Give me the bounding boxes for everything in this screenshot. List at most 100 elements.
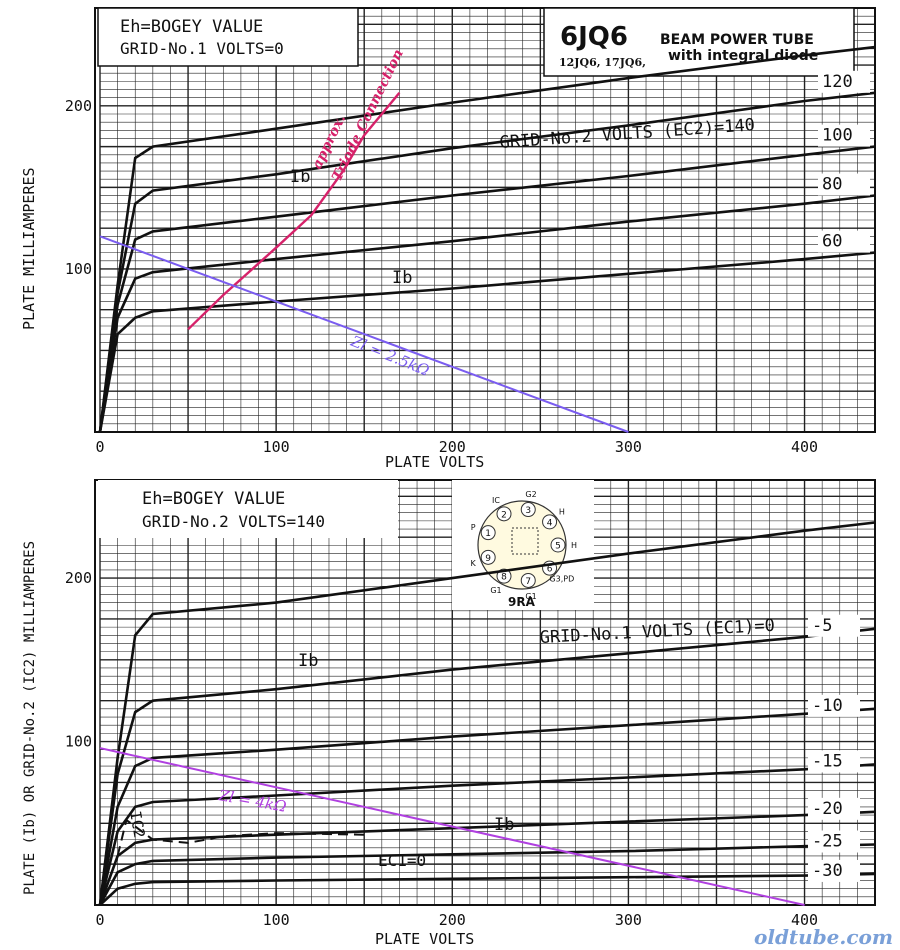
chart-2-header-line2: GRID-No.2 VOLTS=140 [142,512,325,531]
base-pin-name: G1 [490,586,501,595]
chart-2-curves [98,521,876,906]
base-pin-number: 9 [485,554,491,564]
curve-label-bg [808,750,860,773]
chart-2-ib-label-1: Ib [298,651,318,671]
base-pin [542,514,558,530]
curve-label--10: -10 [812,696,843,716]
tube-title-box [543,7,855,77]
chart-2-ylabel: PLATE (Ib) OR GRID-No.2 (IC2) MILLIAMPER… [22,541,38,895]
chart-1-ylabel: PLATE MILLIAMPERES [20,167,38,330]
base-pin [496,506,512,522]
base-pin-number: 2 [501,510,507,520]
curve-100 [98,145,876,433]
curve--20 [98,810,876,906]
x-tick-label: 200 [439,911,466,929]
base-pin-number: 5 [555,542,561,552]
chart-1-frame [94,7,876,433]
load-line-4k [99,747,805,906]
tube-variants: 12JQ6, 17JQ6, [559,56,646,69]
base-pin-name: G1 [525,592,536,601]
curve-0 [98,521,876,906]
x-tick-label: 300 [615,911,642,929]
curve-label-bg [808,614,860,637]
base-code: 9RA [508,595,536,609]
tube-desc-1: BEAM POWER TUBE [660,32,814,48]
curve-label--5: -5 [812,616,832,636]
chart-2-curve-labels: -5 -10 -15 -20 -25 -30 [808,614,860,882]
base-pin-name: IC [492,496,500,505]
curve-label--20: -20 [812,799,843,819]
x-tick-label: 200 [439,438,466,456]
tube-desc-2: with integral diode [668,48,818,64]
tube-electrode-symbol [511,527,539,555]
ic2-label: IC2 [126,810,148,840]
tube-name: 6JQ6 [560,22,628,52]
curve-label-bg [808,694,860,717]
curve-label-bg [818,124,870,147]
curve-120 [98,91,876,433]
curve-label-60: 60 [822,232,842,252]
x-tick-label: 0 [95,911,104,929]
chart-1-grid: 0 100 200 300 400 100 200 [65,7,876,456]
y-tick-label: 100 [65,733,92,751]
base-pin [550,537,566,553]
chart-2-header-box [98,480,398,538]
load-line-2-5k [99,235,629,433]
chart-2-xlabel: PLATE VOLTS [375,930,474,948]
x-tick-label: 0 [95,438,104,456]
chart-2: 0 100 200 300 400 100 200 Eh=BOGEY VALUE GRID-… [22,479,893,949]
base-pin-number: 6 [547,565,553,575]
curve-label-120: 120 [822,72,853,92]
base-pin-number: 4 [547,518,553,528]
curve-label-bg [808,797,860,820]
x-tick-label: 100 [263,438,290,456]
y-tick-label: 200 [65,97,92,115]
curve--10 [98,707,876,906]
ec1-label: EC1=0 [378,851,426,870]
base-pin-number: 7 [525,577,531,587]
y-tick-label: 200 [65,569,92,587]
base-pin-name: H [559,508,565,517]
curve-80 [98,194,876,433]
chart-1: 0 100 200 300 400 100 200 Eh=BOGEY VALUE GRID-… [20,7,876,471]
base-pin-number: 3 [525,506,531,516]
base-pin-name: G2 [525,490,536,499]
x-tick-label: 100 [263,911,290,929]
base-pin-number: 1 [485,529,491,539]
curve-label--30: -30 [812,861,843,881]
curve-label--15: -15 [812,751,843,771]
chart-1-ib-label-1: Ib [290,167,310,187]
y-tick-label: 100 [65,260,92,278]
base-pin-name: H [571,541,577,550]
curve-label-100: 100 [822,126,853,146]
curve-label-bg [808,830,860,853]
curve-label-bg [818,173,870,196]
base-pin [520,572,536,588]
curve-label-bg [818,70,870,93]
curve--30 [99,872,876,906]
triode-connection-curve [187,92,401,331]
load-line-1-label: Zl = 2.5kΩ [348,332,432,380]
curve-label-80: 80 [822,175,842,195]
chart-1-curve-labels: 120 100 80 60 [818,70,870,253]
base-pin-name: P [471,523,476,532]
chart-2-ib-label-2: Ib [494,815,514,835]
chart-1-xlabel: PLATE VOLTS [385,453,484,471]
curve-label--25: -25 [812,832,843,852]
chart-1-curves [98,45,876,433]
chart-1-header-line1: Eh=BOGEY VALUE [120,17,263,37]
chart-1-header-line2: GRID-No.1 VOLTS=0 [120,39,284,58]
ic2-curve [116,818,365,857]
watermark: oldtube.com [754,925,893,949]
curve-label-bg [808,859,860,882]
curve-label-bg [818,230,870,253]
chart-1-ib-label-2: Ib [392,268,412,288]
chart-2-header-line1: Eh=BOGEY VALUE [142,489,285,509]
base-pin-name: G3,PD [549,574,574,583]
x-tick-label: 300 [615,438,642,456]
x-tick-label: 400 [791,911,818,929]
base-pin-name: K [471,559,477,568]
